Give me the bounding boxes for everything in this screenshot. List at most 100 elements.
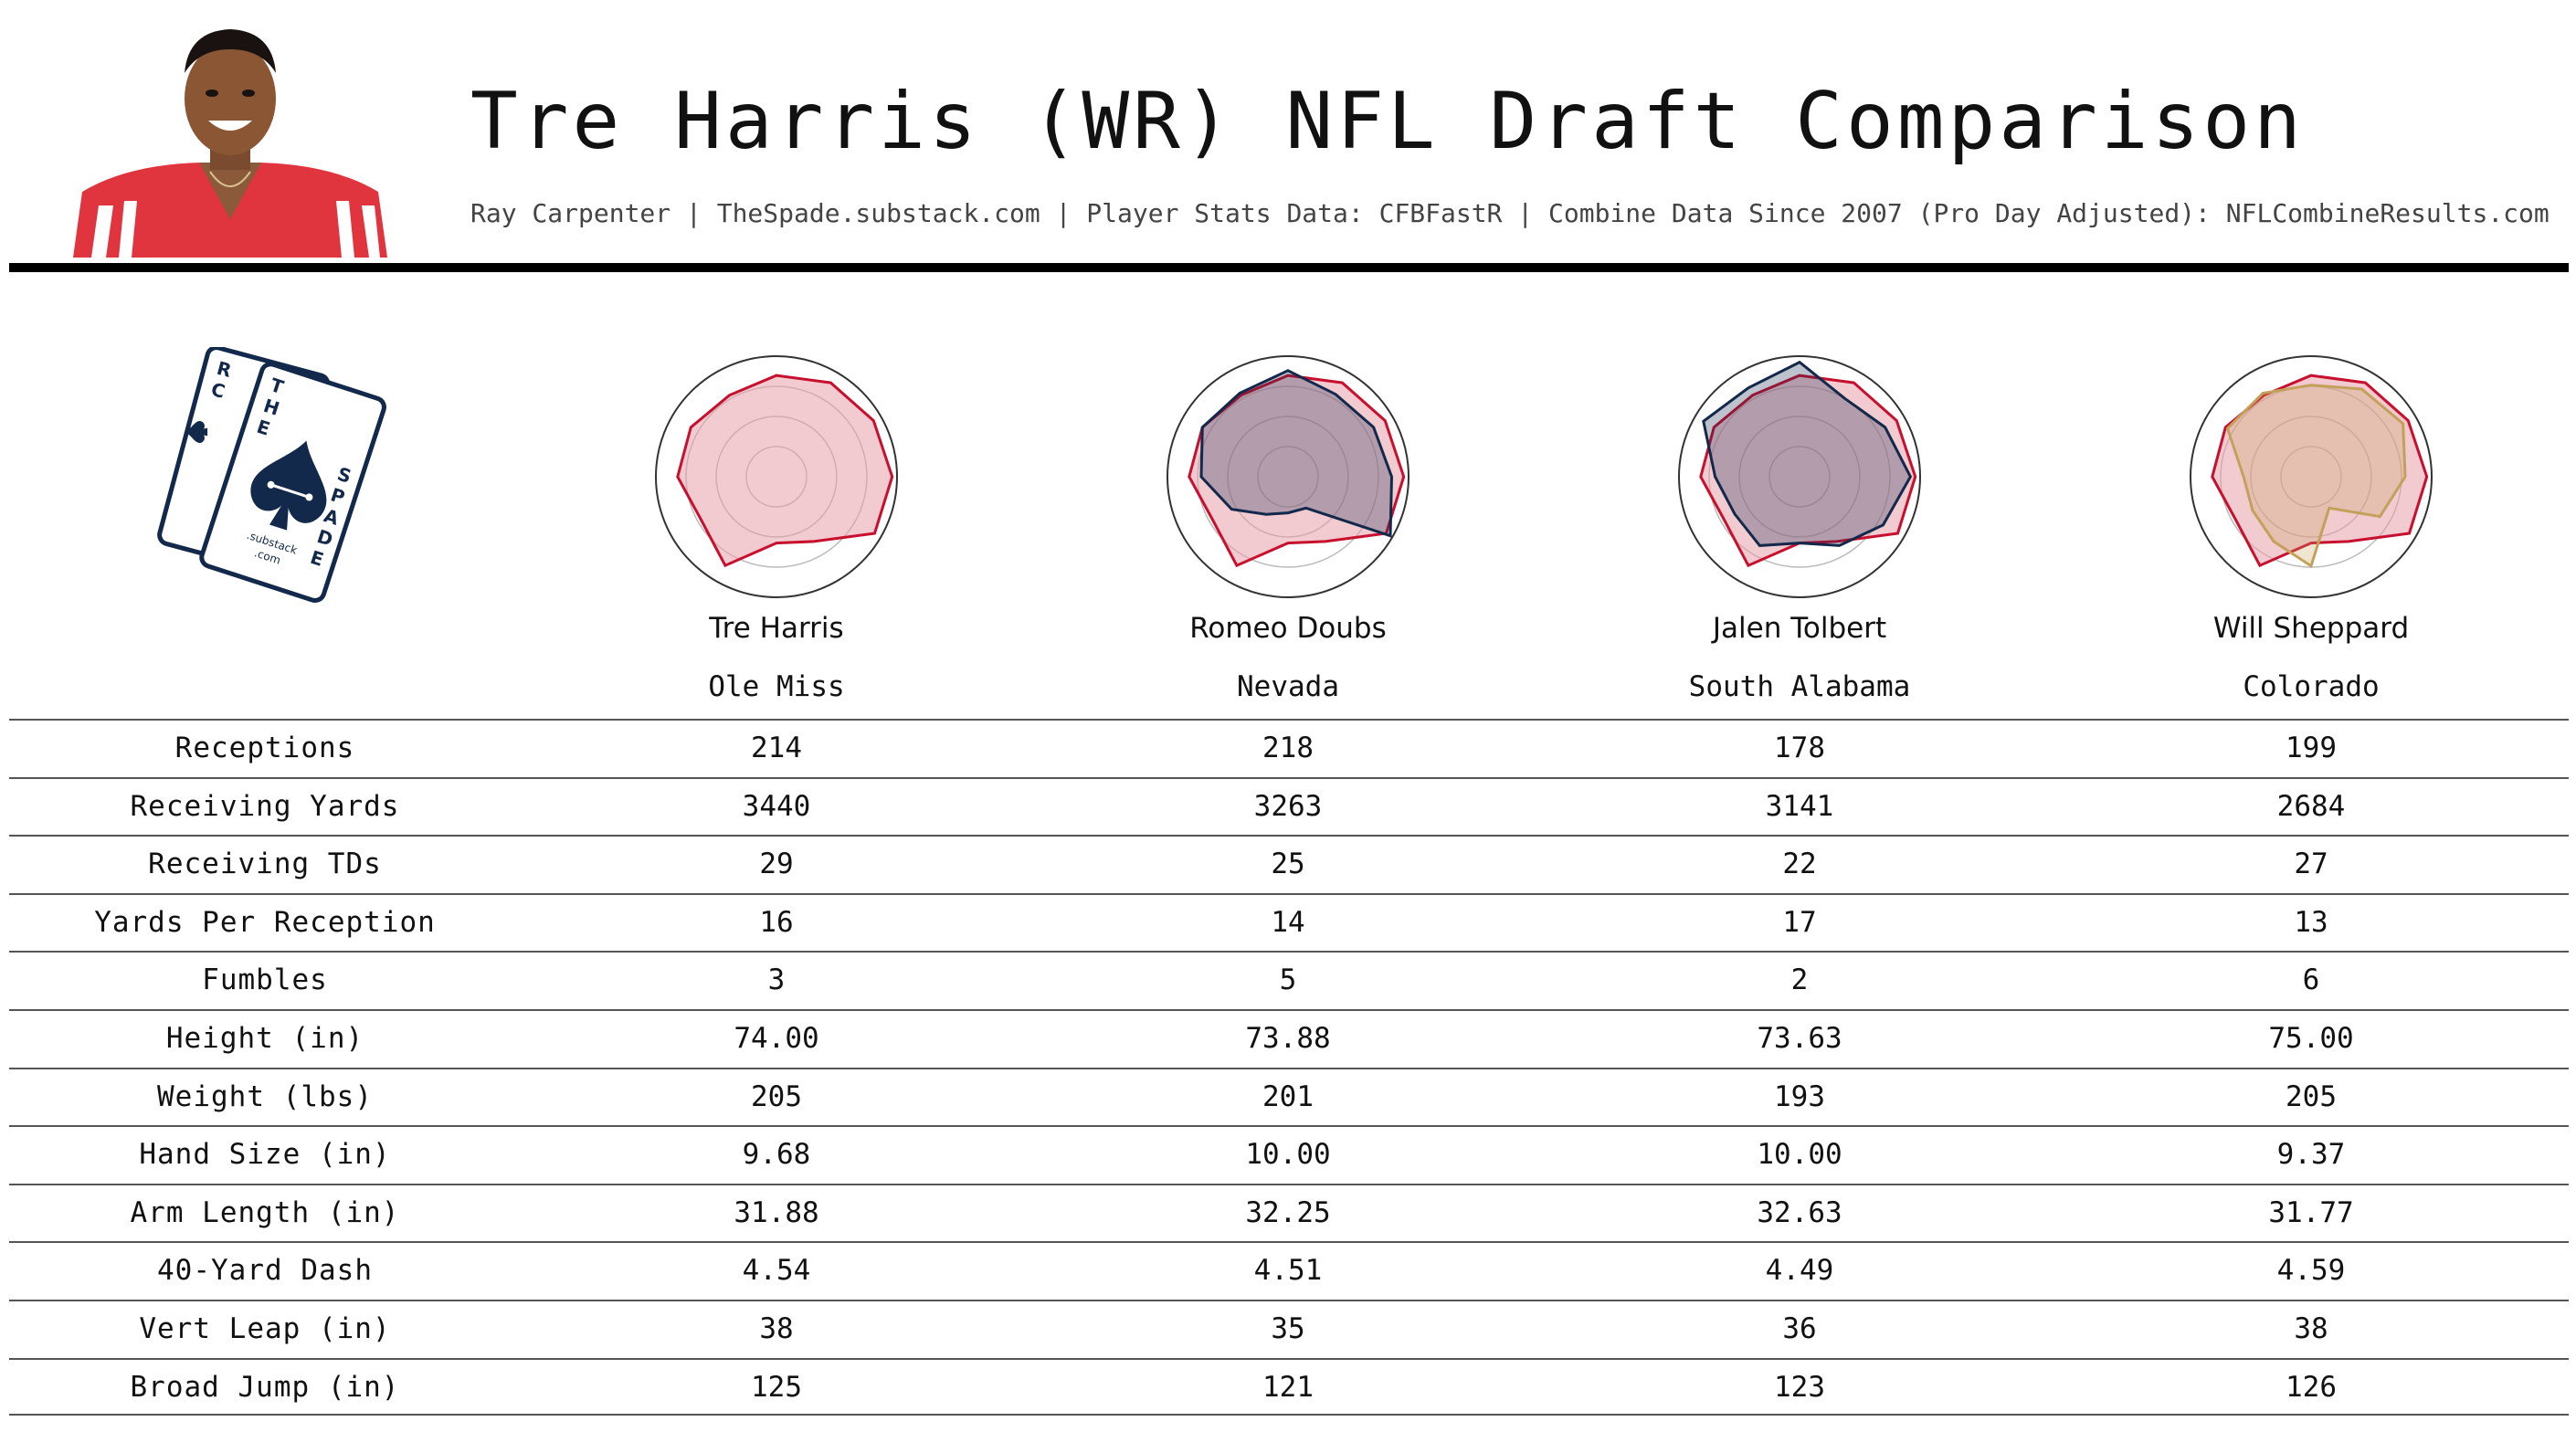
table-cell: 205 — [751, 1079, 802, 1113]
table-cell: 123 — [1774, 1370, 1825, 1404]
row-label: Arm Length (in) — [130, 1195, 400, 1229]
page-subtitle: Ray Carpenter | TheSpade.substack.com | … — [470, 198, 2550, 228]
table-row: Receptions 214 218 178 199 — [9, 719, 2569, 777]
table-cell: 25 — [1271, 848, 1305, 881]
table-cell: 32.25 — [1245, 1195, 1331, 1229]
row-label: Receiving TDs — [148, 848, 382, 881]
table-row: Hand Size (in) 9.68 10.00 10.00 9.37 — [9, 1125, 2569, 1184]
logo-letter-d: D — [314, 525, 335, 551]
row-label: Vert Leap (in) — [139, 1311, 391, 1345]
table-cell: 9.68 — [742, 1138, 811, 1172]
logo-back-letter-1: R — [215, 357, 234, 382]
small-spade-icon — [185, 421, 208, 443]
player-name-2: Romeo Doubs — [1189, 612, 1387, 645]
table-cell: 10.00 — [1757, 1138, 1842, 1172]
table-cell: 35 — [1271, 1311, 1305, 1345]
table-cell: 73.63 — [1757, 1021, 1842, 1055]
row-label: Yards Per Reception — [94, 905, 436, 939]
table-cell: 29 — [759, 848, 794, 881]
table-cell: 36 — [1782, 1311, 1817, 1345]
player-name-3: Jalen Tolbert — [1712, 612, 1887, 645]
radar-outer-ring — [1167, 355, 1409, 598]
table-cell: 4.49 — [1765, 1254, 1834, 1288]
player-school-4: Colorado — [2243, 670, 2380, 703]
radar-target-polygon — [676, 374, 894, 568]
table-cell: 73.88 — [1245, 1021, 1331, 1055]
player-school-1: Ole Miss — [708, 670, 845, 703]
table-cell: 6 — [2302, 963, 2320, 997]
table-row: Yards Per Reception 16 14 17 13 — [9, 892, 2569, 952]
player-name-4: Will Sheppard — [2212, 612, 2410, 645]
row-label: Broad Jump (in) — [130, 1370, 400, 1404]
player-name-1: Tre Harris — [709, 612, 844, 645]
spade-icon — [250, 440, 327, 531]
table-cell: 31.88 — [734, 1195, 819, 1229]
row-label: 40-Yard Dash — [157, 1254, 373, 1288]
table-cell: 32.63 — [1757, 1195, 1842, 1229]
table-row: Receiving Yards 3440 3263 3141 2684 — [9, 776, 2569, 836]
table-cell: 75.00 — [2268, 1021, 2354, 1055]
table-row: Fumbles 3 5 2 6 — [9, 951, 2569, 1009]
radar-outer-ring — [1678, 355, 1921, 598]
table-cell: 201 — [1262, 1079, 1314, 1113]
header-divider — [9, 263, 2569, 272]
radar-outer-ring — [655, 355, 898, 598]
table-cell: 16 — [759, 905, 794, 939]
row-label: Height (in) — [165, 1021, 364, 1055]
table-cell: 13 — [2294, 905, 2328, 939]
table-cell: 38 — [759, 1311, 794, 1345]
table-cell: 22 — [1782, 848, 1817, 881]
logo-letter-p: P — [328, 483, 347, 508]
logo-letter-h: H — [261, 395, 282, 420]
table-cell: 5 — [1279, 963, 1297, 997]
stat-table: Receptions 214 218 178 199 Receiving Yards 344… — [9, 719, 2569, 1416]
logo-back-letter-2: C — [209, 378, 227, 403]
radar-comparison-polygon — [2225, 384, 2407, 569]
table-cell: 178 — [1774, 732, 1825, 764]
table-cell: 205 — [2286, 1079, 2337, 1113]
table-cell: 218 — [1262, 732, 1314, 764]
table-cell: 17 — [1782, 905, 1817, 939]
table-cell: 4.51 — [1253, 1254, 1323, 1288]
radar-comparison-polygon — [1702, 360, 1913, 547]
row-label: Hand Size (in) — [139, 1138, 391, 1172]
player-school-3: South Alabama — [1688, 670, 1911, 703]
table-cell: 9.37 — [2276, 1138, 2346, 1172]
table-cell: 121 — [1262, 1370, 1314, 1404]
table-cell: 38 — [2294, 1311, 2328, 1345]
table-cell: 4.54 — [742, 1254, 811, 1288]
radar-comparison-polygon — [1199, 369, 1394, 538]
table-cell: 31.77 — [2268, 1195, 2354, 1229]
table-cell: 27 — [2294, 848, 2328, 881]
radar-target-polygon — [2211, 374, 2429, 568]
player-school-2: Nevada — [1237, 670, 1339, 703]
table-cell: 2684 — [2276, 789, 2346, 823]
table-row: Weight (lbs) 205 201 193 205 — [9, 1067, 2569, 1126]
the-spade-logo: R C T H E S P A D E .substack .com — [157, 347, 386, 603]
table-cell: 2 — [1790, 963, 1809, 997]
table-row: Arm Length (in) 31.88 32.25 32.63 31.77 — [9, 1183, 2569, 1242]
table-cell: 10.00 — [1245, 1138, 1331, 1172]
table-cell: 125 — [751, 1370, 802, 1404]
table-cell: 214 — [751, 732, 802, 764]
table-cell: 126 — [2286, 1370, 2337, 1404]
row-label: Receiving Yards — [130, 789, 400, 823]
table-row: Receiving TDs 29 25 22 27 — [9, 835, 2569, 893]
radar-outer-ring — [2190, 355, 2433, 598]
row-label: Fumbles — [202, 963, 328, 997]
table-row: Broad Jump (in) 125 121 123 126 — [9, 1357, 2569, 1416]
table-row: 40-Yard Dash 4.54 4.51 4.49 4.59 — [9, 1241, 2569, 1300]
table-cell: 3440 — [742, 789, 811, 823]
table-cell: 3263 — [1253, 789, 1323, 823]
table-cell: 3 — [767, 963, 786, 997]
logo-letter-s: S — [334, 463, 354, 488]
page-title: Tre Harris (WR) NFL Draft Comparison — [470, 76, 2305, 167]
row-label: Receptions — [174, 732, 355, 764]
table-cell: 14 — [1271, 905, 1305, 939]
table-cell: 193 — [1774, 1079, 1825, 1113]
table-cell: 3141 — [1765, 789, 1834, 823]
table-row: Height (in) 74.00 73.88 73.63 75.00 — [9, 1008, 2569, 1068]
row-label: Weight (lbs) — [157, 1079, 373, 1113]
table-cell: 74.00 — [734, 1021, 819, 1055]
radar-charts — [655, 355, 2433, 598]
